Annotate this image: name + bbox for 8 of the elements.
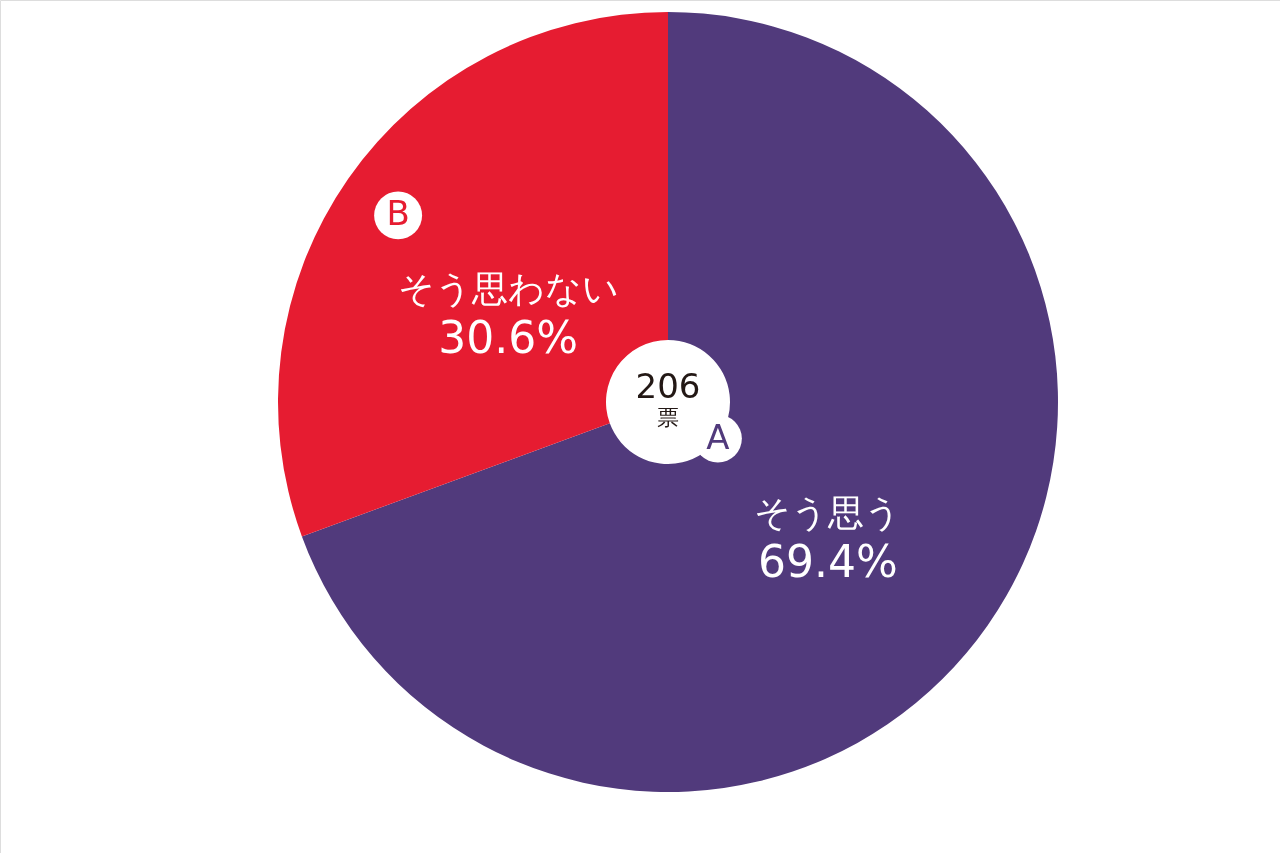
- text: B: [386, 193, 410, 234]
- text: 票: [657, 405, 679, 430]
- slice-label: そう思わない: [397, 268, 619, 310]
- text: A: [706, 416, 730, 457]
- data-label: 30.6%: [438, 312, 578, 364]
- slice-label: そう思う: [754, 491, 902, 533]
- text: 206: [635, 366, 701, 406]
- data-label: 69.4%: [758, 535, 898, 587]
